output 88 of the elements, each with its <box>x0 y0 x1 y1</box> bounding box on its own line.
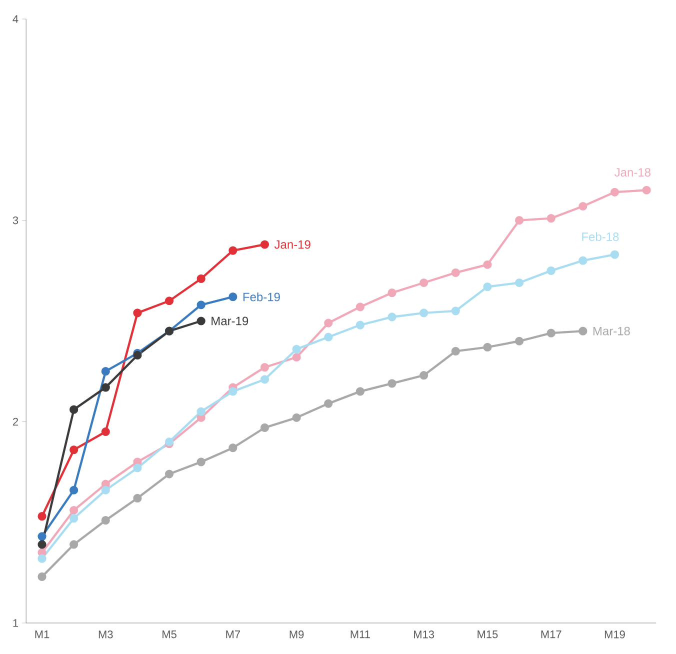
point <box>388 312 396 322</box>
point <box>164 437 174 446</box>
point <box>101 486 110 494</box>
y-tick-label: 2 <box>12 418 18 426</box>
point <box>420 371 428 380</box>
x-tick-label: M5 <box>162 630 176 638</box>
point <box>483 282 492 292</box>
y-tick-label: 1 <box>13 619 18 627</box>
point <box>260 240 270 249</box>
point <box>260 363 270 372</box>
point <box>38 512 46 521</box>
point <box>101 383 110 392</box>
point <box>228 387 238 396</box>
series-label: Jan-18 <box>614 168 650 177</box>
y-tick-label: 3 <box>12 216 18 224</box>
point <box>610 250 620 259</box>
point <box>420 278 428 288</box>
point <box>70 540 78 549</box>
point <box>260 423 270 432</box>
series-label: Feb-19 <box>243 292 280 302</box>
point <box>292 413 301 422</box>
point <box>260 375 270 384</box>
point <box>546 328 556 338</box>
point <box>292 344 301 354</box>
point <box>546 266 556 275</box>
point <box>70 506 78 515</box>
point <box>324 318 333 328</box>
point <box>196 407 206 416</box>
point <box>578 326 588 336</box>
point <box>483 342 492 352</box>
point <box>164 296 174 306</box>
point <box>420 308 428 318</box>
series-label: Jan-19 <box>274 240 310 249</box>
point <box>70 405 78 414</box>
x-tick-label: M13 <box>414 630 434 638</box>
point <box>578 202 588 211</box>
point <box>356 302 364 312</box>
point <box>196 316 206 326</box>
x-tick-label: M19 <box>604 630 625 638</box>
point <box>101 367 110 376</box>
point <box>70 486 78 494</box>
point <box>101 427 110 436</box>
point <box>228 292 238 302</box>
point <box>324 332 333 342</box>
point <box>514 278 524 288</box>
point <box>514 336 524 346</box>
x-tick-label: M15 <box>478 630 498 638</box>
point <box>133 464 142 472</box>
point <box>483 260 492 269</box>
point <box>38 572 46 581</box>
x-tick-label: M17 <box>541 630 562 638</box>
point <box>70 446 78 454</box>
point <box>70 514 78 523</box>
point <box>38 532 46 541</box>
point <box>196 300 206 310</box>
x-tick-label: M7 <box>226 630 240 638</box>
y-tick-label: 4 <box>12 15 18 23</box>
point <box>546 214 556 223</box>
point <box>228 246 238 255</box>
point <box>133 494 142 502</box>
point <box>451 346 460 356</box>
point <box>514 216 524 225</box>
point <box>196 274 206 284</box>
point <box>133 308 142 318</box>
point <box>228 444 238 452</box>
point <box>38 540 46 549</box>
point <box>292 352 301 362</box>
point <box>38 554 46 563</box>
point <box>451 306 460 316</box>
point <box>451 268 460 277</box>
point <box>610 188 620 196</box>
point <box>578 256 588 265</box>
point <box>388 379 396 388</box>
point <box>196 458 206 466</box>
series-label: Mar-18 <box>593 326 630 336</box>
point <box>101 516 110 525</box>
point <box>356 387 364 396</box>
x-tick-label: M3 <box>98 630 113 638</box>
point <box>356 320 364 330</box>
point <box>164 470 174 478</box>
x-tick-label: M9 <box>290 630 304 638</box>
series-label: Feb-18 <box>582 232 619 242</box>
point <box>642 186 651 194</box>
x-tick-label: M1 <box>35 630 50 638</box>
series-label: Mar-19 <box>212 316 248 326</box>
point <box>388 288 396 298</box>
point <box>324 399 333 408</box>
x-tick-label: M11 <box>350 630 370 638</box>
